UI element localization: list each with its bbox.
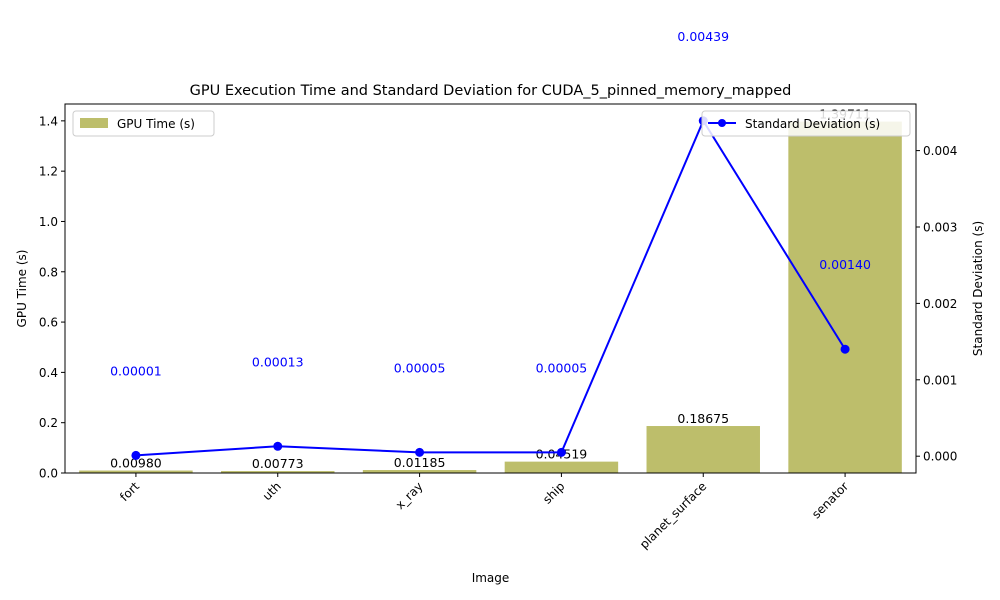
std-labels: 0.00001 0.00013 0.00005 0.00005 0.00439 0.001… — [110, 29, 871, 379]
legend-gpu-time: GPU Time (s) — [72, 110, 215, 137]
bar-senator — [788, 121, 902, 473]
bar-label-x_ray: 0.01185 — [394, 455, 446, 470]
std-label-senator: 0.00140 — [819, 257, 871, 272]
legend-std: Standard Deviation (s) — [701, 110, 911, 137]
x-tick-label-senator: senator — [809, 479, 851, 521]
left-tick-label: 0.0 — [39, 467, 58, 481]
x-tick-label-uth: uth — [260, 479, 284, 503]
right-tick-label: 0.001 — [923, 373, 957, 387]
right-tick-label: 0.000 — [923, 450, 957, 464]
left-tick-label: 0.6 — [39, 316, 58, 330]
legend-std-label: Standard Deviation (s) — [745, 117, 880, 131]
chart-title: GPU Execution Time and Standard Deviatio… — [190, 83, 792, 99]
x-tick-label-fort: fort — [117, 479, 142, 504]
bar-label-uth: 0.00773 — [252, 456, 304, 471]
std-line — [135, 118, 846, 457]
bar-labels: 0.009800.007730.011850.045190.186751.397… — [110, 107, 871, 471]
left-tick-label: 1.4 — [39, 114, 58, 128]
legend-line-marker — [718, 119, 726, 127]
x-tick-label-planet_surface: planet_surface — [637, 479, 709, 551]
right-y-axis-label: Standard Deviation (s) — [971, 221, 985, 356]
std-label-planet_surface: 0.00439 — [677, 29, 729, 44]
std-label-ship: 0.00005 — [536, 360, 588, 375]
std-point-uth — [273, 441, 283, 451]
std-point-senator — [840, 344, 850, 354]
right-tick-label: 0.003 — [923, 221, 957, 235]
std-point-x_ray — [415, 447, 425, 457]
plot-frame — [64, 103, 917, 474]
right-y-axis: 0.000 0.001 0.002 0.003 0.004 — [916, 144, 957, 464]
bar-fort — [79, 470, 193, 473]
bar-x_ray — [362, 470, 477, 473]
left-tick-label: 1.0 — [39, 215, 58, 229]
left-tick-label: 0.8 — [39, 265, 58, 279]
std-label-fort: 0.00001 — [110, 363, 162, 378]
std-label-uth: 0.00013 — [252, 354, 304, 369]
left-tick-label: 1.2 — [39, 165, 58, 179]
bar-ship — [504, 461, 619, 473]
std-point-ship — [556, 447, 566, 457]
x-tick-label-ship: ship — [540, 479, 567, 506]
bar-label-planet_surface: 0.18675 — [677, 411, 729, 426]
right-tick-label: 0.002 — [923, 297, 957, 311]
right-tick-label: 0.004 — [923, 144, 957, 158]
legend-bar-swatch — [80, 118, 108, 128]
left-tick-label: 0.2 — [39, 416, 58, 430]
left-y-axis: 0.0 0.2 0.4 0.6 0.8 1.0 1.2 1.4 — [39, 114, 65, 481]
left-tick-label: 0.4 — [39, 366, 58, 380]
std-line-series — [131, 116, 850, 460]
std-label-x_ray: 0.00005 — [394, 360, 446, 375]
legend-gpu-time-label: GPU Time (s) — [117, 117, 195, 131]
x-axis-label: Image — [472, 571, 510, 585]
bar-uth — [221, 471, 335, 473]
std-point-fort — [131, 450, 141, 460]
bar-planet_surface — [646, 426, 760, 473]
x-axis: fort uth x_ray ship planet_surface senator — [117, 473, 851, 552]
x-tick-label-x_ray: x_ray — [393, 479, 426, 512]
bar-label-fort: 0.00980 — [110, 456, 162, 471]
left-y-axis-label: GPU Time (s) — [15, 250, 29, 328]
bar-series — [79, 121, 902, 473]
